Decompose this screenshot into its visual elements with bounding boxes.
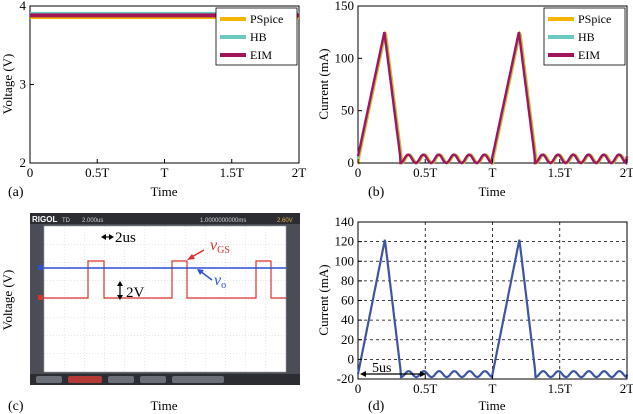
y-axis-label-a: Voltage (V) (0, 54, 15, 115)
volt-div-label: 2V (126, 285, 145, 301)
legend-label-hb-a: HB (250, 30, 267, 44)
x-tick-label: T (489, 381, 497, 396)
vo-annotation: vo (197, 269, 226, 291)
scope-status-chips (36, 376, 224, 383)
legend-label-pspice-b: PSpice (578, 12, 611, 26)
scope-offset: 1.0000000000ms (200, 218, 246, 224)
x-axis-label-d: Time (479, 398, 506, 413)
scope-marker-ch2 (38, 265, 43, 270)
x-tick-label: 1.5T (548, 381, 572, 396)
vgs-label-main: v (210, 237, 218, 254)
axis-ticks-a: 0 0.5T T 1.5T 2T 2 3 4 (20, 0, 307, 180)
vgs-annotation: vGS (187, 237, 230, 260)
x-tick-label: 1.5T (220, 165, 244, 180)
y-tick-label: 0 (348, 155, 355, 170)
legend-a: PSpice HB EIM (215, 7, 298, 66)
y-tick-label: 20 (341, 332, 354, 347)
x-tick-label: 2T (292, 165, 307, 180)
x-tick-label: 0.5T (85, 165, 109, 180)
y-tick-label: 4 (20, 0, 27, 13)
series-line-measured (356, 239, 629, 379)
y-tick-label: 60 (341, 293, 354, 308)
x-tick-label: 1.5T (548, 165, 572, 180)
y-tick-label: -20 (337, 371, 354, 386)
legend-label-eim-b: EIM (578, 48, 600, 62)
vgs-label-sub: GS (217, 245, 230, 256)
scope-trace-vgs (44, 260, 286, 299)
time-div-annotation: 2us (101, 230, 136, 246)
scope-status-chip (108, 376, 134, 383)
panel-label-d: (d) (368, 399, 385, 414)
scope-status-chip (140, 376, 166, 383)
x-tick-label: 0 (355, 165, 362, 180)
panel-a: 0 0.5T T 1.5T 2T 2 3 4 Voltage (V) Time (a) PSp… (0, 0, 306, 200)
vgs-label: vGS (210, 237, 230, 256)
panel-label-c: (c) (8, 399, 24, 414)
vo-label-sub: o (221, 280, 226, 291)
y-axis-label-b: Current (mA) (316, 48, 331, 119)
volt-div-annotation: 2V (117, 281, 145, 301)
scope-marker-ch1 (38, 295, 43, 300)
period-annotation-d: 5us (360, 361, 426, 377)
x-tick-label: 2T (620, 165, 633, 180)
x-tick-label: 0.5T (413, 381, 437, 396)
x-axis-label-a: Time (151, 184, 178, 199)
panel-c: RIGOL TD 2.000us 1.0000000000ms 2.60V Vo… (0, 213, 300, 414)
panel-label-b: (b) (368, 185, 385, 200)
x-tick-label: T (161, 165, 169, 180)
y-tick-label: 2 (20, 155, 27, 170)
scope-topbar (30, 213, 300, 224)
legend-label-eim-a: EIM (250, 48, 272, 62)
vo-label: vo (214, 272, 226, 291)
x-tick-label: T (489, 165, 497, 180)
x-axis-label-b: Time (479, 184, 506, 199)
y-tick-label: 100 (335, 253, 355, 268)
y-tick-label: 80 (341, 273, 354, 288)
y-tick-label: 140 (335, 214, 355, 229)
legend-label-hb-b: HB (578, 30, 595, 44)
x-axis-label-c: Time (151, 398, 178, 413)
y-tick-label: 50 (341, 103, 354, 118)
series-line-eim (356, 31, 629, 165)
legend-label-pspice-a: PSpice (250, 12, 283, 26)
series-group-d (356, 239, 629, 379)
scope-mode: TD (62, 218, 71, 224)
y-tick-label: 3 (20, 77, 27, 92)
scope-traces (38, 260, 286, 300)
x-tick-label: 2T (620, 381, 633, 396)
x-tick-label: 0.5T (413, 165, 437, 180)
scope-grid (44, 226, 286, 372)
period-label-d: 5us (372, 361, 391, 376)
grid-d (358, 222, 627, 379)
panel-label-a: (a) (8, 185, 24, 200)
y-tick-label: 40 (341, 312, 354, 327)
y-tick-label: 0 (348, 351, 355, 366)
legend-b: PSpice HB EIM (543, 7, 626, 66)
scope-status-chip (36, 376, 62, 383)
time-div-label: 2us (115, 230, 136, 246)
x-tick-label: 0 (27, 165, 34, 180)
y-axis-label-c: Voltage (V) (0, 270, 15, 331)
y-tick-label: 150 (335, 0, 355, 13)
scope-status-chip (172, 376, 224, 383)
scope-brand: RIGOL (32, 215, 57, 224)
scope-trigger: 2.60V (277, 218, 293, 224)
x-tick-label: 0 (355, 381, 362, 396)
scope-status-chip (68, 376, 102, 383)
scope-timebase: 2.000us (82, 218, 103, 224)
vo-label-main: v (214, 272, 222, 289)
y-tick-label: 100 (335, 50, 355, 65)
axis-ticks-b: 0 0.5T T 1.5T 2T 0 50 100 150 (335, 0, 633, 180)
y-tick-label: 120 (335, 234, 355, 249)
y-axis-label-d: Current (mA) (316, 264, 331, 335)
